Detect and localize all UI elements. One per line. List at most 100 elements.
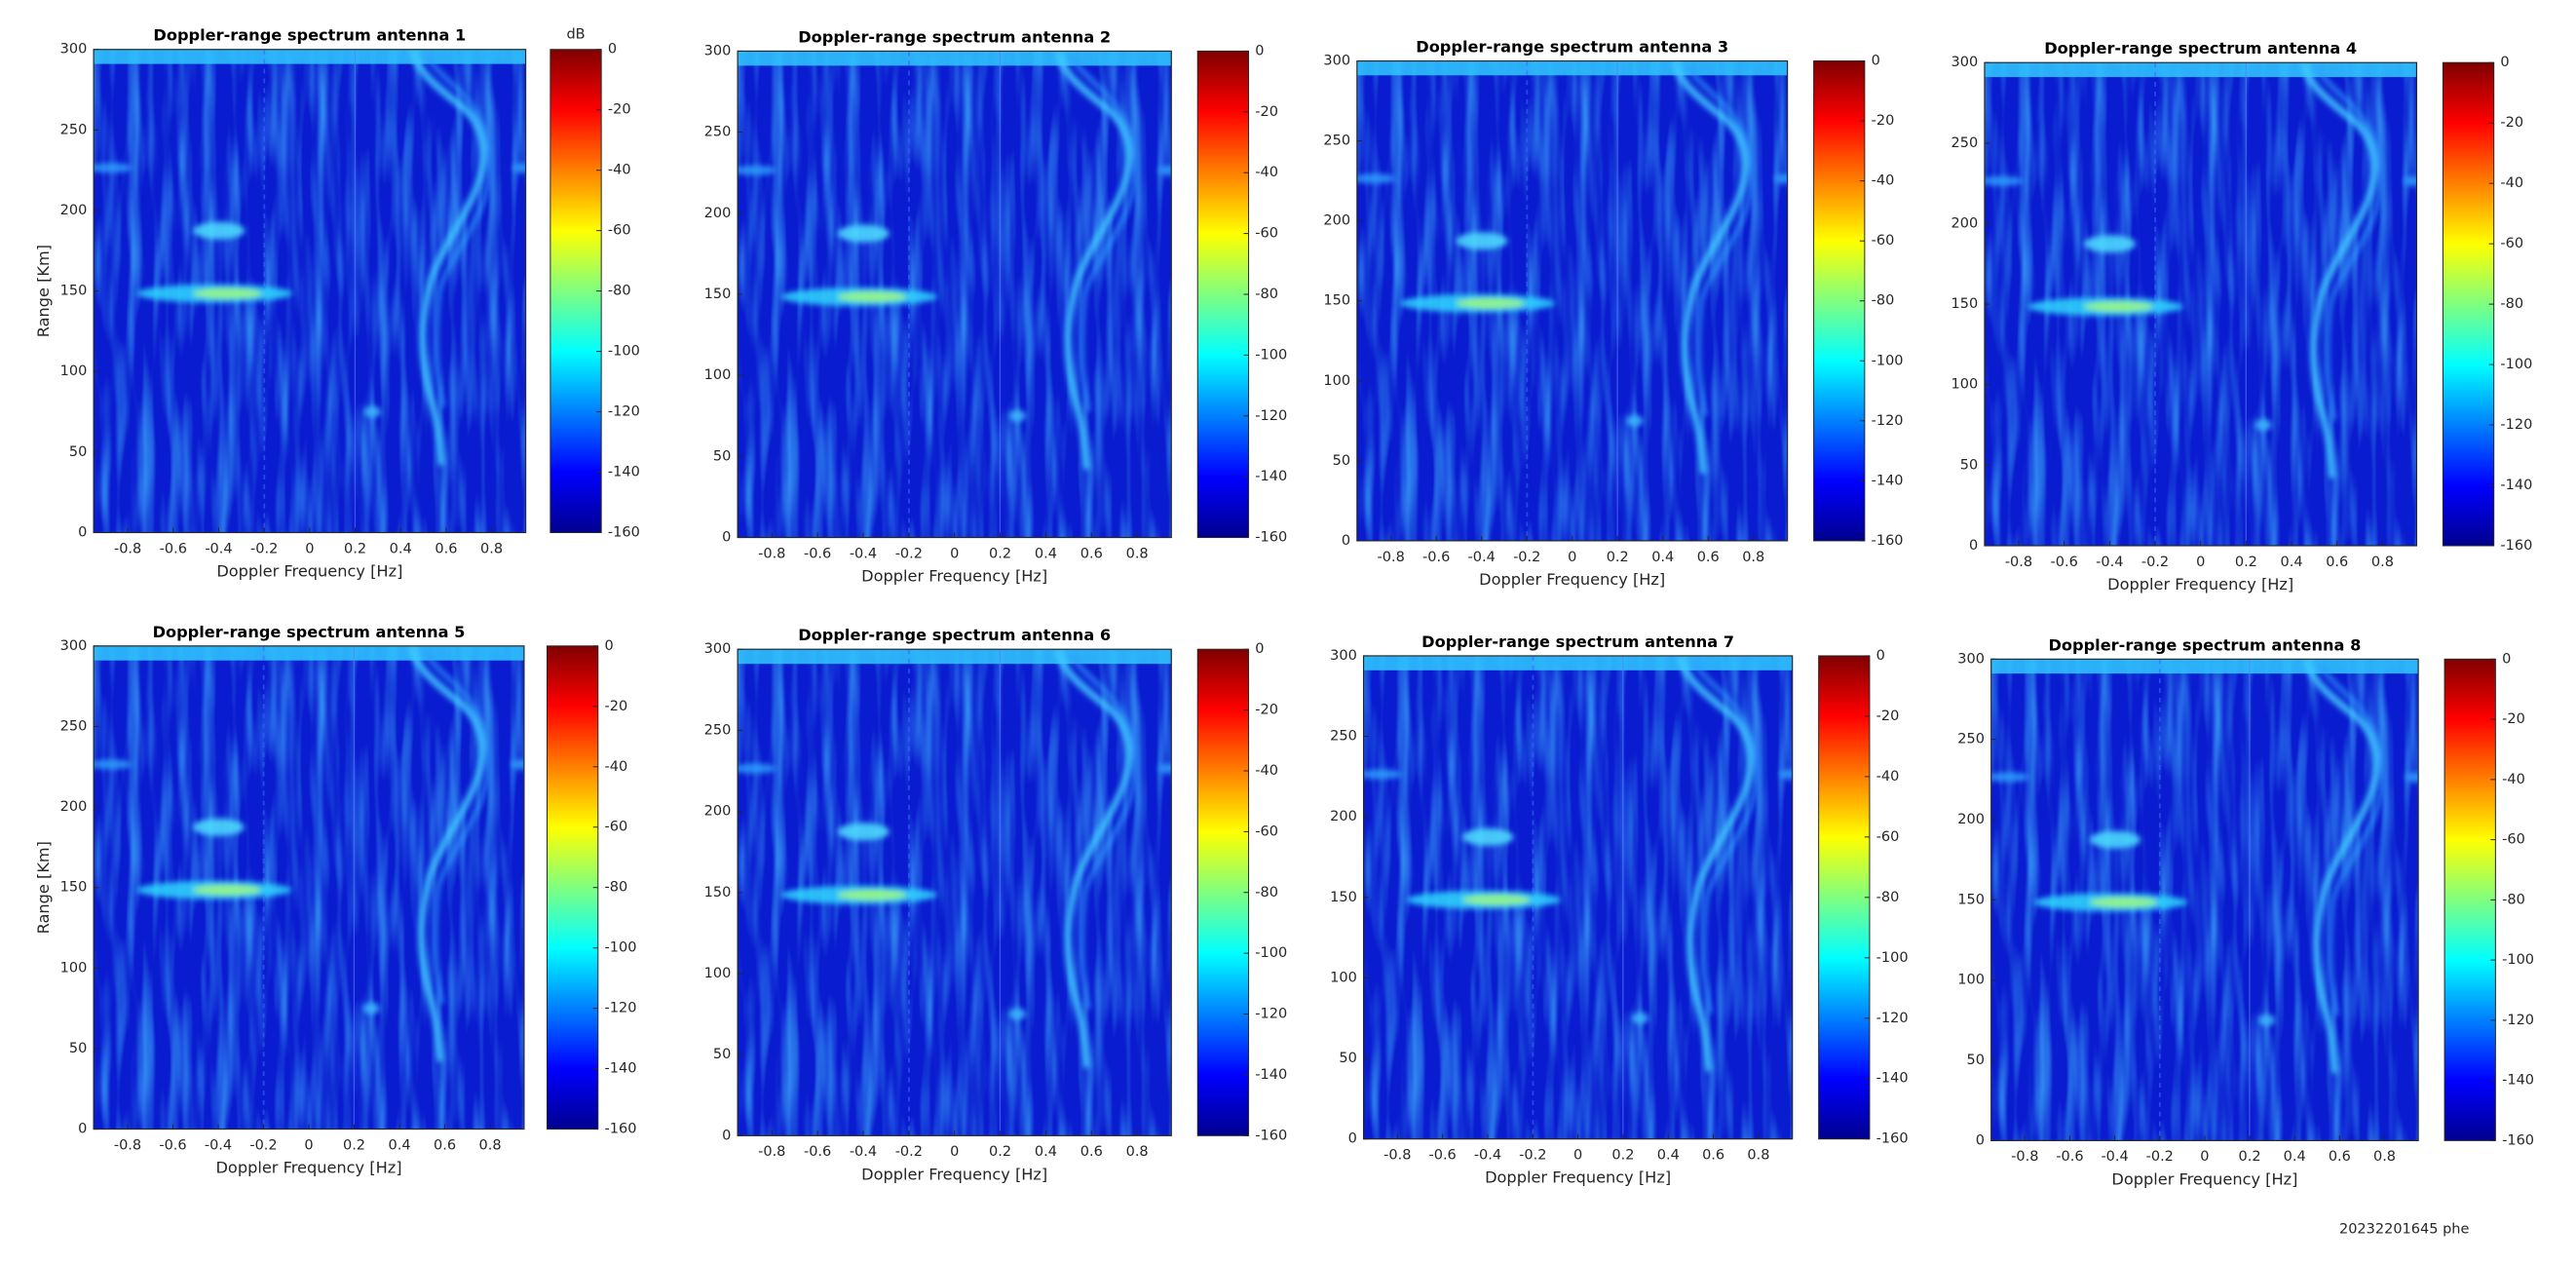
spectrum-image xyxy=(1987,659,2422,1140)
colorbar-tick-label: -20 xyxy=(1255,104,1278,120)
x-tick-label: -0.2 xyxy=(249,1137,277,1153)
x-tick-label: 0.8 xyxy=(1126,546,1149,561)
y-tick-label: 150 xyxy=(1951,296,1979,312)
y-tick-label: 100 xyxy=(1323,373,1350,389)
colorbar-tick-label: -60 xyxy=(2500,236,2523,251)
colorbar-tick-label: -80 xyxy=(1255,287,1278,302)
x-tick-label: 0.2 xyxy=(989,1144,1011,1160)
y-tick-label: 0 xyxy=(1976,1132,1985,1148)
spectrum-image xyxy=(734,649,1176,1135)
x-tick-label: 0.4 xyxy=(390,541,412,556)
panel: Doppler-range spectrum antenna 4 -0.8 -0.6… xyxy=(1951,39,2533,594)
chart-title: Doppler-range spectrum antenna 5 xyxy=(153,623,466,641)
colorbar-tick-label: 0 xyxy=(608,42,617,57)
y-axis-label: Range [Km] xyxy=(34,841,53,934)
colorbar-tick-label: -140 xyxy=(2500,478,2532,493)
x-tick-label: -0.2 xyxy=(2141,555,2169,570)
x-tick-label: 0.4 xyxy=(1657,1148,1680,1164)
colorbar xyxy=(2443,658,2496,1141)
colorbar-tick-label: -140 xyxy=(1876,1071,1909,1087)
colorbar-tick-label: 0 xyxy=(605,638,614,654)
y-tick-label: 0 xyxy=(78,1122,87,1137)
x-axis-label: Doppler Frequency [Hz] xyxy=(2111,1169,2297,1188)
colorbar-tick-label: 0 xyxy=(2500,55,2509,70)
colorbar-tick-label: -100 xyxy=(1255,347,1287,363)
x-tick-label: -0.2 xyxy=(1513,550,1540,565)
colorbar-tick-label: -140 xyxy=(2502,1073,2534,1089)
x-tick-label: -0.8 xyxy=(758,546,785,561)
y-tick-label: 250 xyxy=(1957,732,1985,747)
spectrum-image xyxy=(90,50,530,533)
x-tick-label: -0.8 xyxy=(2011,1149,2038,1165)
colorbar-tick-label: -100 xyxy=(1255,945,1287,961)
x-tick-label: 0.2 xyxy=(343,1137,365,1153)
colorbar-tick-label: -80 xyxy=(1872,293,1895,309)
panel: Doppler-range spectrum antenna 2 -0.8 -0.6… xyxy=(704,27,1288,585)
x-tick-label: 0 xyxy=(305,541,314,556)
colorbar-tick-label: -100 xyxy=(2502,952,2534,968)
y-tick-label: 100 xyxy=(704,367,732,383)
y-tick-label: 200 xyxy=(1323,213,1350,229)
colorbar-tick-label: -40 xyxy=(2500,175,2523,191)
y-tick-label: 200 xyxy=(1957,812,1985,827)
y-tick-label: 100 xyxy=(60,364,88,379)
y-tick-label: 150 xyxy=(1957,892,1985,907)
x-tick-label: -0.4 xyxy=(2096,555,2123,570)
y-tick-label: 50 xyxy=(713,448,731,464)
colorbar-tick-label: -40 xyxy=(1255,165,1278,180)
colorbar-tick-label: -80 xyxy=(1255,885,1278,900)
x-tick-label: -0.6 xyxy=(1422,550,1450,565)
colorbar-tick-label: -40 xyxy=(1255,763,1278,779)
panel: Doppler-range spectrum antenna 1 -0.8 -0.6… xyxy=(34,26,640,581)
colorbar-tick-label: -80 xyxy=(1876,890,1900,905)
panel: Doppler-range spectrum antenna 8 -0.8 -0.6… xyxy=(1957,635,2534,1188)
x-tick-label: -0.2 xyxy=(250,541,278,556)
y-tick-label: 0 xyxy=(1348,1131,1357,1147)
y-tick-label: 300 xyxy=(60,638,88,654)
x-tick-label: 0 xyxy=(1573,1148,1582,1164)
x-tick-label: -0.8 xyxy=(758,1144,785,1160)
x-tick-label: 0.2 xyxy=(344,541,366,556)
x-tick-label: 0.8 xyxy=(480,541,503,556)
x-tick-label: 0 xyxy=(950,1144,959,1160)
x-tick-label: -0.8 xyxy=(1378,550,1405,565)
x-tick-label: 0.6 xyxy=(2329,1149,2351,1165)
x-axis-label: Doppler Frequency [Hz] xyxy=(216,561,402,580)
y-tick-label: 0 xyxy=(1969,538,1978,554)
x-tick-label: -0.2 xyxy=(1519,1148,1546,1164)
colorbar-tick-label: -120 xyxy=(605,1001,637,1016)
x-tick-label: -0.6 xyxy=(2056,1149,2083,1165)
x-tick-label: 0.2 xyxy=(1607,550,1629,565)
colorbar-tick-label: -40 xyxy=(1872,173,1895,189)
y-tick-label: 300 xyxy=(704,641,732,657)
colorbar xyxy=(1196,50,1250,539)
colorbar-tick-label: -120 xyxy=(1872,413,1904,429)
x-tick-label: 0.6 xyxy=(434,1137,456,1153)
y-tick-label: 300 xyxy=(1330,648,1357,664)
y-tick-label: 100 xyxy=(1330,970,1357,985)
x-tick-label: 0.6 xyxy=(1080,1144,1103,1160)
colorbar-tick-label: 0 xyxy=(1255,43,1264,58)
colorbar-tick-label: 0 xyxy=(1872,54,1880,69)
y-tick-label: 250 xyxy=(704,722,732,738)
x-tick-label: -0.4 xyxy=(1474,1148,1501,1164)
y-tick-label: 50 xyxy=(1339,1051,1356,1066)
y-tick-label: 200 xyxy=(60,203,88,218)
y-tick-label: 250 xyxy=(60,718,88,734)
colorbar xyxy=(1196,648,1250,1136)
colorbar-tick-label: -100 xyxy=(608,344,640,360)
colorbar-tick-label: -100 xyxy=(1876,950,1909,966)
x-tick-label: -0.8 xyxy=(1383,1148,1411,1164)
x-tick-label: -0.2 xyxy=(2146,1149,2174,1165)
x-tick-label: -0.8 xyxy=(114,541,141,556)
y-tick-label: 50 xyxy=(713,1047,731,1062)
colorbar-tick-label: -140 xyxy=(608,465,640,480)
y-tick-label: 250 xyxy=(1330,729,1357,745)
panel: Doppler-range spectrum antenna 3 -0.8 -0.6… xyxy=(1323,38,1903,589)
colorbar-tick-label: -40 xyxy=(608,163,631,178)
colorbar-tick-label: -40 xyxy=(2502,772,2525,787)
y-tick-label: 300 xyxy=(1957,651,1985,667)
x-tick-label: -0.6 xyxy=(159,1137,186,1153)
y-tick-label: 150 xyxy=(1323,293,1350,309)
chart-title: Doppler-range spectrum antenna 2 xyxy=(798,27,1111,46)
